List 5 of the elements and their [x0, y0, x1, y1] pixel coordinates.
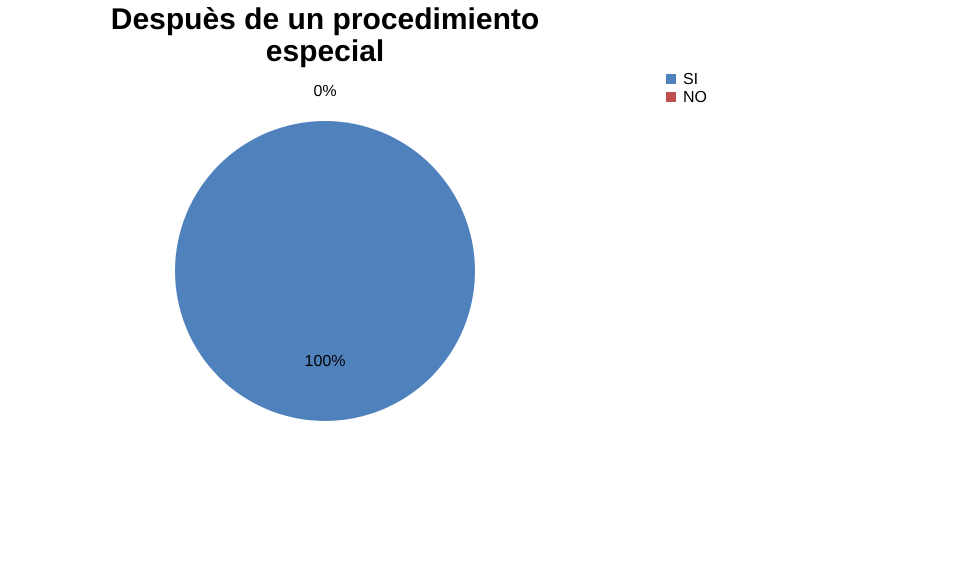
text: 0% — [313, 83, 337, 100]
chart-title: Despuès de un procedimiento especial — [110, 3, 540, 68]
legend-label: NO — [683, 89, 707, 106]
legend-label: SI — [683, 71, 698, 88]
data-label: 100% — [304, 353, 346, 370]
